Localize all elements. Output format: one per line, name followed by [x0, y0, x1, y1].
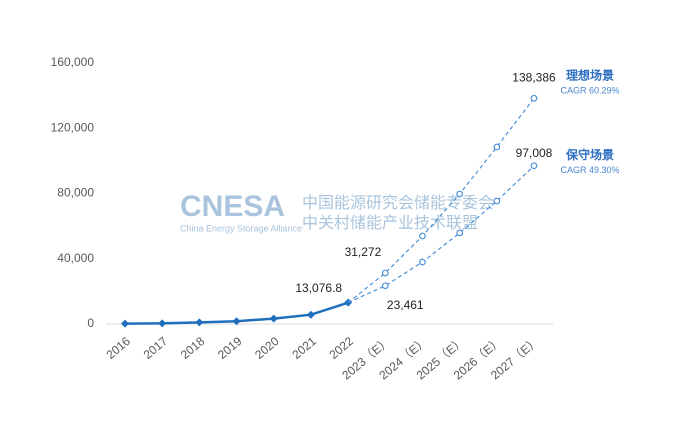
point — [493, 143, 501, 151]
data-label: 97,008 — [516, 146, 553, 160]
point — [269, 314, 278, 323]
data-label: 13,076.8 — [295, 281, 342, 295]
point — [493, 197, 501, 205]
series-line — [347, 165, 535, 304]
point — [456, 229, 464, 237]
y-tick-label: 120,000 — [51, 120, 95, 134]
y-tick-label: 80,000 — [57, 186, 94, 200]
watermark: CNESA China Energy Storage Alliance 中国能源… — [180, 190, 494, 233]
x-tick-label: 2021 — [289, 334, 319, 362]
point — [530, 94, 538, 102]
y-tick-label: 160,000 — [51, 55, 95, 69]
data-label: 138,386 — [512, 70, 556, 84]
point — [381, 269, 389, 277]
legend-note: CAGR 49.30% — [560, 165, 619, 175]
series-line — [347, 97, 535, 304]
point — [158, 319, 167, 328]
watermark-cn: 中国能源研究会储能专委会 — [302, 194, 494, 212]
point — [232, 317, 241, 326]
watermark-cn: 中关村储能产业技术联盟 — [302, 214, 478, 232]
point — [419, 232, 426, 240]
point — [121, 319, 129, 328]
legend-note: CAGR 60.29% — [560, 86, 619, 96]
x-tick-label: 2018 — [178, 334, 208, 362]
point — [419, 258, 426, 266]
x-tick-label: 2020 — [252, 334, 282, 362]
x-tick-label: 2017 — [141, 334, 171, 362]
y-tick-label: 0 — [87, 316, 94, 330]
point — [195, 318, 204, 327]
data-label: 31,272 — [345, 245, 382, 259]
point — [530, 162, 538, 170]
x-tick-label: 2022 — [327, 334, 357, 362]
x-tick-label: 2019 — [215, 334, 245, 362]
point — [381, 282, 389, 290]
x-tick-label: 2016 — [104, 334, 134, 362]
y-tick-label: 40,000 — [57, 251, 94, 265]
watermark-en: China Energy Storage Alliance — [180, 223, 302, 233]
data-label: 23,461 — [387, 298, 424, 312]
point — [306, 310, 315, 319]
point — [456, 190, 464, 198]
legend-label: 理想场景 — [566, 67, 614, 82]
watermark-logo: CNESA — [180, 190, 285, 223]
legend-label: 保守场景 — [565, 147, 614, 162]
